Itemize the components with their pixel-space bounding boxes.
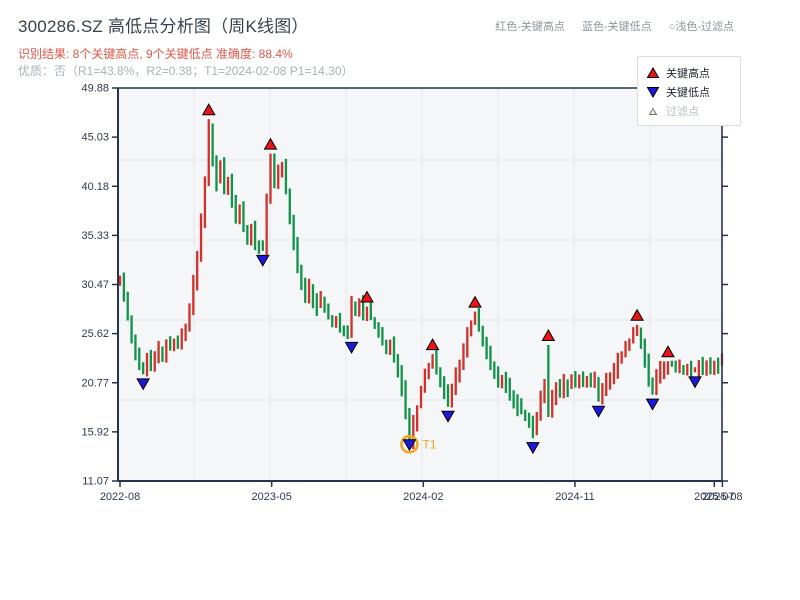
- color-legend-caption: 红色-关键高点 蓝色-关键低点 ○浅色-过滤点: [495, 18, 734, 34]
- svg-text:15.92: 15.92: [81, 426, 109, 438]
- key-low-triangle-icon: [646, 86, 660, 98]
- recognition-result-text: 识别结果: 8个关键高点, 9个关键低点 准确度: 88.4%: [18, 47, 293, 61]
- svg-text:2024-02: 2024-02: [403, 491, 443, 503]
- key-high-triangle-icon: [646, 66, 660, 78]
- svg-text:2024-11: 2024-11: [555, 491, 595, 503]
- svg-text:2022-08: 2022-08: [100, 491, 140, 503]
- page-title: 300286.SZ 高低点分析图（周K线图）: [18, 17, 309, 36]
- svg-text:2023-05: 2023-05: [251, 491, 291, 503]
- quality-result-text: 优质：否（R1=43.8%，R2=0.38；T1=2024-02-08 P1=1…: [18, 64, 354, 78]
- svg-text:25.62: 25.62: [81, 328, 109, 340]
- legend-label-key-high: 关键高点: [666, 67, 710, 80]
- svg-text:35.33: 35.33: [81, 230, 109, 242]
- legend-item-key-high: 关键高点: [646, 63, 732, 82]
- svg-text:20.77: 20.77: [81, 377, 109, 389]
- t1-label: T1: [422, 437, 436, 451]
- legend-label-filtered: 过滤点: [666, 105, 699, 118]
- svg-text:2025-07: 2025-07: [694, 491, 734, 503]
- filtered-point-triangle-icon: [648, 107, 658, 115]
- svg-text:30.47: 30.47: [81, 279, 109, 291]
- svg-text:40.18: 40.18: [81, 181, 109, 193]
- svg-text:11.07: 11.07: [82, 476, 109, 488]
- caption-key-high: 红色-关键高点: [495, 21, 565, 33]
- chart-legend: 关键高点 关键低点 过滤点: [637, 56, 741, 126]
- svg-text:45.03: 45.03: [81, 132, 109, 144]
- legend-label-key-low: 关键低点: [666, 86, 710, 99]
- legend-item-filtered: 过滤点: [646, 101, 732, 120]
- caption-key-low: 蓝色-关键低点: [581, 21, 652, 33]
- caption-filtered: ○浅色-过滤点: [668, 21, 734, 33]
- svg-text:2025-08: 2025-08: [702, 491, 742, 503]
- svg-text:49.88: 49.88: [81, 83, 109, 95]
- legend-item-key-low: 关键低点: [646, 82, 732, 101]
